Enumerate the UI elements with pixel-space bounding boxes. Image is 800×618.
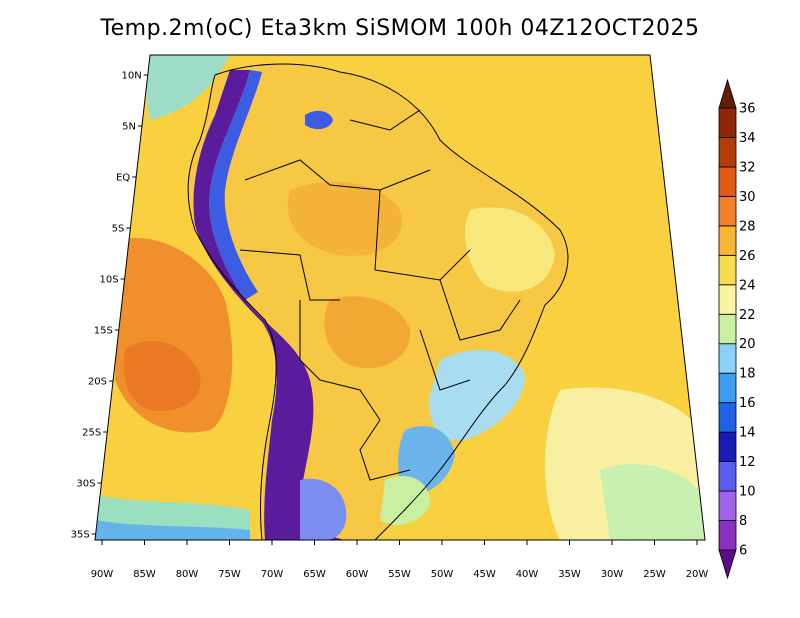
country-border-5 <box>374 189 471 281</box>
lon-label: 20W <box>686 569 709 580</box>
colorbar-swatch <box>718 402 737 433</box>
colorbar-swatch <box>718 490 737 521</box>
colorbar-label: 20 <box>739 337 756 352</box>
andes-cold <box>193 70 345 540</box>
colorbar-label: 30 <box>739 190 756 205</box>
colorbar-label: 24 <box>739 278 756 293</box>
lon-label: 60W <box>346 569 369 580</box>
lat-label: EQ <box>116 173 130 184</box>
lon-label: 40W <box>516 569 539 580</box>
lon-label: 50W <box>431 569 454 580</box>
map-title: Temp.2m(oC) Eta3km SiSMOM 100h 04Z12OCT2… <box>100 16 700 41</box>
central-warm <box>324 296 411 369</box>
country-border-2 <box>239 249 340 301</box>
lat-label: 5S <box>112 224 125 235</box>
colorbar-swatch <box>718 431 737 462</box>
north-pacific-cool <box>140 55 230 120</box>
lat-label: 10S <box>100 275 119 286</box>
country-border-1 <box>244 159 431 191</box>
lon-label: 90W <box>91 569 114 580</box>
country-border-6 <box>439 279 521 341</box>
colorbar-label: 10 <box>739 485 756 500</box>
country-border-8 <box>349 109 421 131</box>
patagonia-cool <box>300 478 347 540</box>
colorbar-swatch <box>718 343 737 374</box>
colorbar-swatch <box>718 137 737 168</box>
colorbar: 6 8 10 12 14 16 18 20 22 24 26 28 30 32 34 36 <box>718 78 756 580</box>
lon-label: 85W <box>133 569 156 580</box>
lat-label: 5N <box>122 122 136 133</box>
andes-blue-edge <box>209 70 262 300</box>
longitude-axis: 90W 85W 80W 75W 70W 65W 60W 55W 50W 45W 40W 35W 30W 2… <box>91 540 709 580</box>
lon-label: 45W <box>473 569 496 580</box>
colorbar-swatch <box>718 461 737 492</box>
colorbar-swatch <box>718 313 737 345</box>
southeast-cool <box>429 350 525 441</box>
lat-label: 20S <box>88 377 107 388</box>
colorbar-label: 18 <box>739 367 756 382</box>
colorbar-label: 6 <box>739 544 747 559</box>
lon-label: 30W <box>601 569 624 580</box>
colorbar-swatch <box>718 284 737 315</box>
colorbar-label: 28 <box>739 219 756 234</box>
latitude-axis: 10N 5N EQ 5S 10S 15S 20S 25S 30S 35S <box>71 71 148 541</box>
amazon-warm <box>287 181 402 256</box>
lat-label: 35S <box>71 530 90 541</box>
colorbar-label: 32 <box>739 160 756 175</box>
lon-label: 75W <box>218 569 241 580</box>
lat-label: 30S <box>76 479 95 490</box>
lat-label: 15S <box>94 326 113 337</box>
colorbar-label: 22 <box>739 308 756 323</box>
temperature-field <box>95 55 705 540</box>
colorbar-label: 34 <box>739 131 756 146</box>
colorbar-label: 8 <box>739 514 747 529</box>
guiana-cool <box>305 110 333 130</box>
country-border-4 <box>359 419 411 481</box>
political-borders <box>187 63 569 541</box>
colorbar-swatch <box>718 195 737 227</box>
coastline <box>187 63 569 541</box>
colorbar-swatch <box>718 166 737 197</box>
lon-label: 70W <box>261 569 284 580</box>
country-border-3 <box>299 300 381 421</box>
south-atlantic-cool <box>600 464 705 540</box>
colorbar-swatch <box>718 107 737 138</box>
colorbar-label: 14 <box>739 426 756 441</box>
colorbar-swatch <box>718 372 737 404</box>
colorbar-label: 36 <box>739 102 756 117</box>
colorbar-swatch <box>718 254 737 286</box>
colorbar-swatch <box>718 225 737 256</box>
lat-label: 25S <box>82 428 101 439</box>
lon-label: 65W <box>303 569 326 580</box>
lat-label: 10N <box>122 71 142 82</box>
map-frame <box>94 54 706 541</box>
lon-label: 80W <box>176 569 199 580</box>
uruguay-light <box>380 476 430 525</box>
colorbar-label: 26 <box>739 249 756 264</box>
northeast-light <box>465 207 555 292</box>
colorbar-min-triangle <box>718 549 737 580</box>
colorbar-max-triangle <box>718 78 737 109</box>
colorbar-label: 16 <box>739 396 756 411</box>
southern-cold-band <box>95 520 250 540</box>
colorbar-label: 12 <box>739 455 756 470</box>
colorbar-swatch <box>718 520 737 551</box>
country-border-7 <box>419 329 471 391</box>
lon-label: 35W <box>558 569 581 580</box>
pacific-hot-core <box>123 340 201 411</box>
lon-label: 55W <box>388 569 411 580</box>
lon-label: 25W <box>643 569 666 580</box>
